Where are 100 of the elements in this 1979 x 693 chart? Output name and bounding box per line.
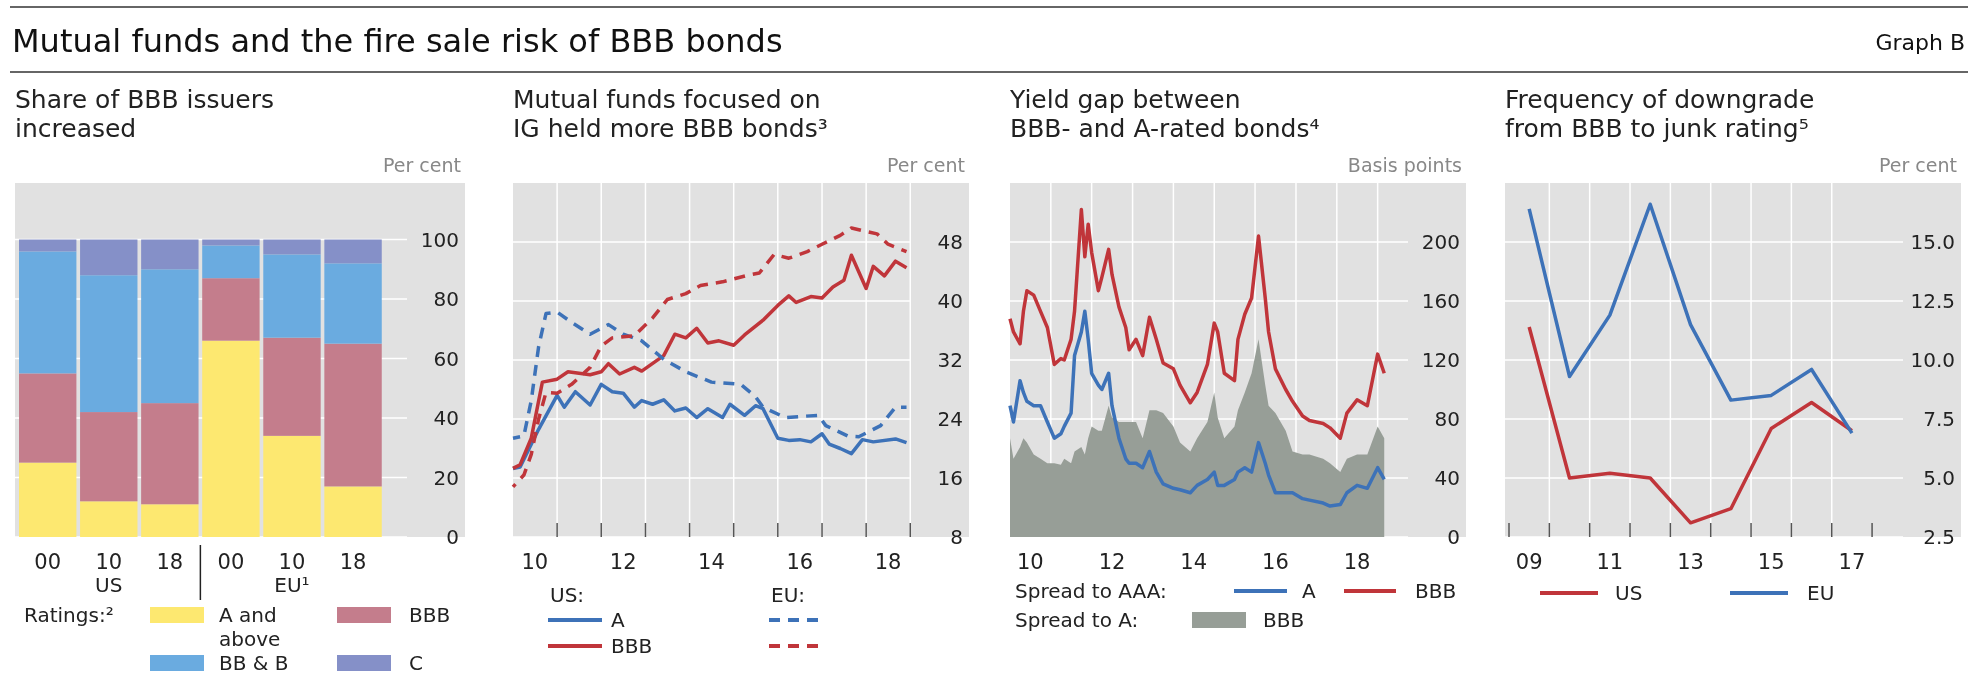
x-tick-label: 14 xyxy=(1180,550,1208,574)
legend-label: BB & B xyxy=(219,651,289,675)
y-axis-title: Per cent xyxy=(383,154,461,176)
bar xyxy=(19,251,77,374)
line-series xyxy=(1008,309,1386,508)
bar xyxy=(263,254,321,338)
bar xyxy=(141,269,199,404)
line-series xyxy=(1527,325,1854,525)
y-tick-label: 160 xyxy=(1421,289,1460,313)
bar xyxy=(19,462,77,537)
y-tick-label: 10.0 xyxy=(1910,348,1955,372)
y-tick-label: 100 xyxy=(420,227,459,252)
line-series xyxy=(511,226,909,489)
y-tick-label: 16 xyxy=(937,466,963,490)
x-tick-label: 14 xyxy=(698,550,725,574)
x-tick-label: 10 xyxy=(1016,550,1044,574)
y-tick-label: 0 xyxy=(446,525,459,549)
bar xyxy=(263,435,321,537)
x-tick-label: 18 xyxy=(339,550,367,574)
bar xyxy=(324,239,382,264)
bar xyxy=(202,340,260,537)
x-tick-label: 09 xyxy=(1515,550,1543,574)
line-series xyxy=(1008,207,1386,440)
x-tick-label: 10 xyxy=(95,550,123,574)
bar xyxy=(202,278,260,341)
y-tick-label: 0 xyxy=(1447,525,1460,549)
chart-title: Frequency of downgrade from BBB to junk rating⁵ xyxy=(1505,85,1815,143)
bar xyxy=(19,239,77,252)
x-tick-label: 16 xyxy=(786,550,814,574)
y-axis-title: Per cent xyxy=(887,154,965,176)
x-tick-label: 12 xyxy=(1098,550,1126,574)
x-tick-label: 16 xyxy=(1262,550,1289,574)
x-tick-label: 10 xyxy=(521,550,549,574)
y-tick-label: 7.5 xyxy=(1923,407,1955,431)
legend-label: BBB xyxy=(409,603,451,627)
x-tick-label: 12 xyxy=(609,550,637,574)
y-tick-label: 60 xyxy=(433,346,459,371)
chart-title: Yield gap between BBB- and A-rated bonds⁴ xyxy=(1009,85,1320,143)
legend-title: Ratings:² xyxy=(24,603,114,627)
x-tick-label: 13 xyxy=(1677,550,1704,574)
text: EU: xyxy=(771,583,806,607)
bar xyxy=(141,403,199,505)
x-tick-label: 18 xyxy=(874,550,902,574)
bar xyxy=(19,373,77,463)
text: US xyxy=(95,573,123,597)
y-tick-label: 40 xyxy=(433,406,459,431)
y-tick-label: 20 xyxy=(433,465,459,490)
text: Spread to A: xyxy=(1015,608,1139,632)
y-tick-label: 200 xyxy=(1421,230,1460,254)
y-tick-label: 40 xyxy=(937,289,963,313)
text: Mutual funds and the fire sale risk of BBB bonds xyxy=(12,22,783,60)
x-tick-label: 00 xyxy=(34,550,62,574)
legend-label: BBB xyxy=(1263,608,1305,632)
y-tick-label: 2.5 xyxy=(1923,525,1955,549)
legend-label: US xyxy=(1615,581,1643,605)
y-tick-label: 8 xyxy=(950,525,963,549)
line-series xyxy=(1527,202,1854,435)
bar xyxy=(263,239,321,255)
legend-label: C xyxy=(409,651,423,675)
legend-label: A and above xyxy=(219,603,281,651)
text: Spread to AAA: xyxy=(1015,579,1167,603)
x-tick-label: 11 xyxy=(1596,550,1624,574)
y-tick-label: 32 xyxy=(937,348,963,372)
text: Graph B xyxy=(1875,30,1965,55)
x-tick-label: 17 xyxy=(1838,550,1866,574)
y-tick-label: 80 xyxy=(1434,407,1460,431)
y-tick-label: 40 xyxy=(1434,466,1460,490)
bar xyxy=(324,263,382,344)
bar xyxy=(80,275,138,413)
bar xyxy=(141,239,199,270)
y-axis-title: Per cent xyxy=(1879,154,1957,176)
bar xyxy=(202,245,260,279)
legend-label: A xyxy=(1302,579,1316,603)
x-tick-label: 10 xyxy=(278,550,306,574)
legend-label: A xyxy=(611,608,625,632)
x-tick-label: 18 xyxy=(156,550,184,574)
x-tick-label: 15 xyxy=(1757,550,1785,574)
y-tick-label: 120 xyxy=(1421,348,1460,372)
bar xyxy=(324,343,382,487)
bar xyxy=(324,486,382,537)
legend-label: BBB xyxy=(611,634,653,658)
bar xyxy=(141,504,199,537)
chart-title: Share of BBB issuers increased xyxy=(15,85,275,143)
x-tick-label: 00 xyxy=(217,550,245,574)
text: US: xyxy=(550,583,585,607)
y-tick-label: 15.0 xyxy=(1910,230,1955,254)
text: EU¹ xyxy=(274,573,310,597)
bar xyxy=(80,239,138,276)
y-tick-label: 48 xyxy=(937,230,963,254)
legend-label: BBB xyxy=(1415,579,1457,603)
bar xyxy=(263,337,321,436)
legend-label: EU xyxy=(1807,581,1835,605)
y-tick-label: 5.0 xyxy=(1923,466,1955,490)
y-axis-title: Basis points xyxy=(1347,154,1462,176)
bar xyxy=(80,412,138,502)
bar xyxy=(80,501,138,537)
y-tick-label: 12.5 xyxy=(1910,289,1955,313)
y-tick-label: 80 xyxy=(433,287,459,312)
chart-title: Mutual funds focused on IG held more BBB bonds³ xyxy=(513,85,828,143)
x-tick-label: 18 xyxy=(1343,550,1371,574)
